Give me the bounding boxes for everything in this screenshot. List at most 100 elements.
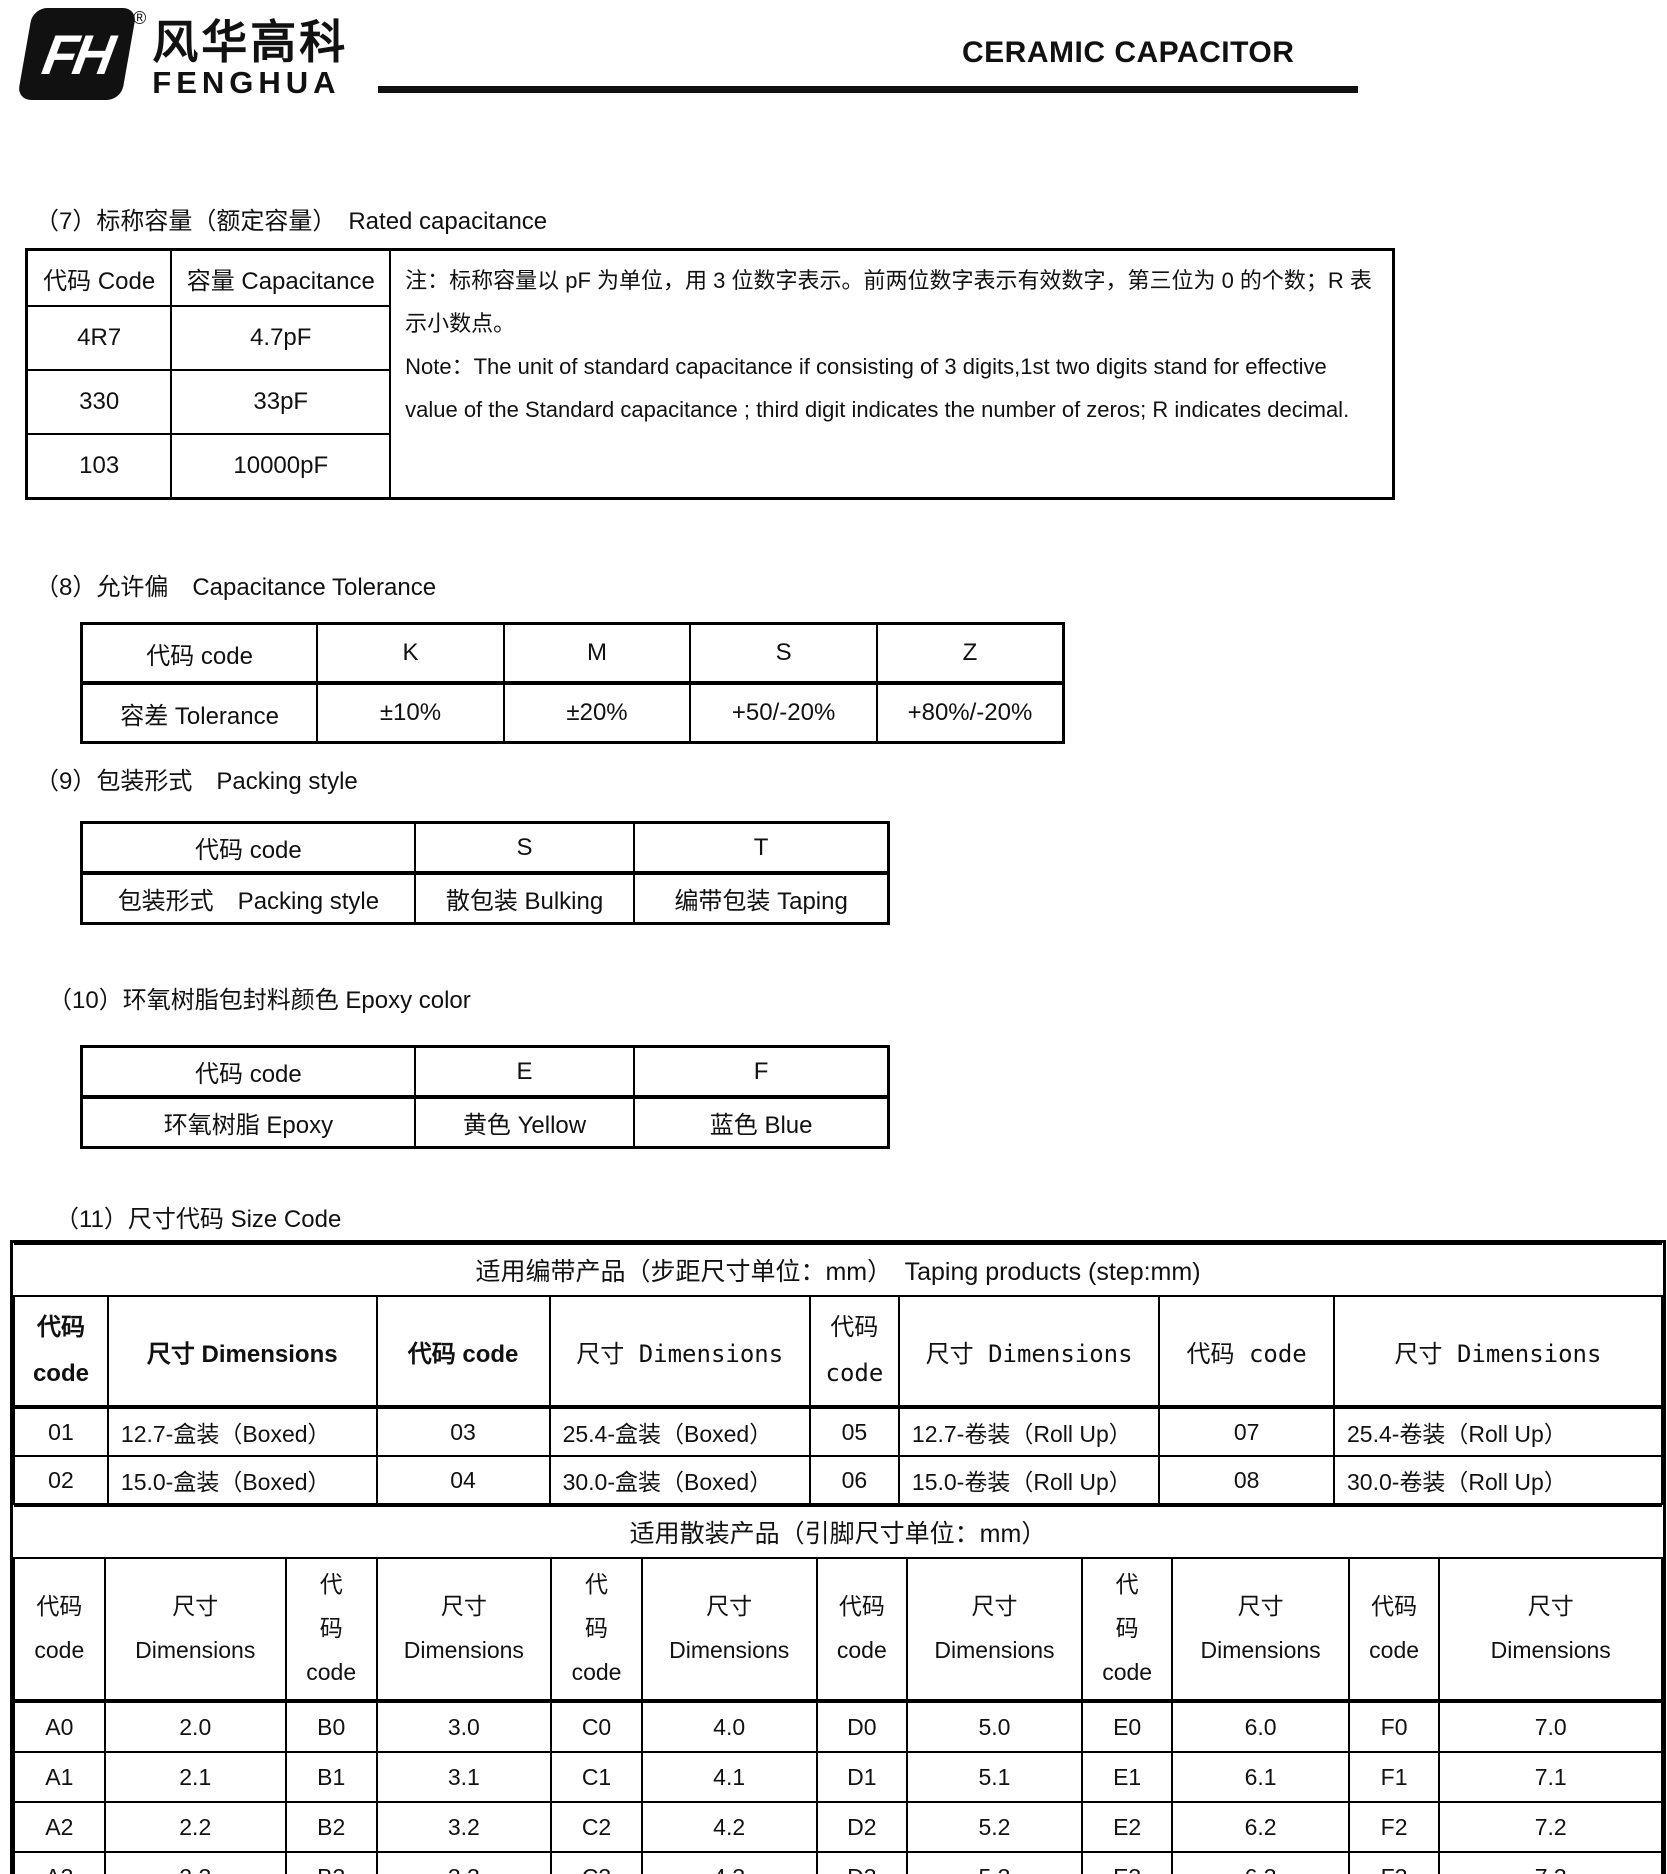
code-cell: 07 (1158, 1406, 1335, 1457)
dimension-cell: 4.0 (640, 1700, 818, 1753)
header-cell: 尺寸 Dimensions (106, 1295, 378, 1409)
dimension-cell: 2.3 (103, 1851, 287, 1874)
dimension-cell: 4.1 (640, 1751, 818, 1803)
header-cell: 尺寸 Dimensions (906, 1557, 1083, 1703)
table-header-row: 代码 code K M S Z (80, 622, 1065, 685)
dimension-cell: 15.0-卷装（Roll Up） (897, 1455, 1161, 1505)
header-cell: 容量 Capacitance (170, 248, 392, 307)
tolerance-cell: ±20% (502, 682, 692, 744)
header-cell: 代 码 code (1080, 1557, 1174, 1703)
code-cell: E0 (1080, 1700, 1174, 1753)
code-cell: B0 (284, 1700, 378, 1753)
capacitance-note-cell: 注：标称容量以 pF 为单位，用 3 位数字表示。前两位数字表示有效数字，第三位… (389, 248, 1395, 500)
code-cell: D3 (815, 1851, 909, 1874)
header-cell: F (633, 1045, 890, 1099)
code-cell: 03 (375, 1406, 551, 1457)
table-header-row: 代码 code S T (80, 821, 890, 875)
header-cell: M (502, 622, 692, 685)
dimension-cell: 2.0 (103, 1700, 287, 1753)
dimension-cell: 25.4-盒装（Boxed） (548, 1406, 811, 1457)
fenghua-logo-icon: FH (16, 8, 138, 100)
dimension-cell: 6.0 (1171, 1700, 1350, 1753)
dimension-cell: 6.3 (1171, 1851, 1350, 1874)
dimension-cell: 7.3 (1438, 1851, 1663, 1874)
header-cell: 尺寸 Dimensions (375, 1557, 553, 1703)
brand-name-english: FENGHUA (152, 65, 341, 100)
header-cell: S (689, 622, 878, 685)
bulk-products-table: 适用散装产品（引脚尺寸单位：mm） 代码 code 尺寸 Dimensions … (13, 1505, 1663, 1874)
registered-trademark-icon: ® (133, 8, 147, 28)
size-code-table: 适用编带产品（步距尺寸单位：mm） Taping products (step:… (10, 1240, 1666, 1874)
header-cell: 尺寸 Dimensions (1438, 1557, 1663, 1703)
dimension-cell: 3.1 (375, 1751, 553, 1803)
row-label-cell: 包装形式 Packing style (80, 872, 416, 925)
packing-cell: 编带包装 Taping (633, 872, 890, 925)
logo-mark-letters: FH (38, 22, 116, 86)
code-cell: 05 (808, 1406, 900, 1457)
row-label-cell: 容差 Tolerance (80, 682, 319, 744)
dimension-cell: 12.7-卷装（Roll Up） (897, 1406, 1161, 1457)
dimension-cell: 7.0 (1438, 1700, 1663, 1753)
code-cell: 08 (1158, 1455, 1335, 1505)
code-cell: 01 (13, 1406, 109, 1457)
dimension-cell: 7.2 (1438, 1801, 1663, 1853)
header-cell: 尺寸 Dimensions (1171, 1557, 1350, 1703)
dimension-cell: 6.1 (1171, 1751, 1350, 1803)
document-title: CERAMIC CAPACITOR (962, 36, 1295, 69)
code-cell: B1 (284, 1751, 378, 1803)
brand-name-chinese: 风华高科 (152, 16, 349, 68)
tolerance-cell: +50/-20% (689, 682, 878, 744)
header-cell: 尺寸 Dimensions (1332, 1295, 1664, 1409)
note-english: Note：The unit of standard capacitance if… (405, 354, 1350, 422)
header-cell: 代码 code (13, 1557, 106, 1703)
header-cell: 代码 code (80, 821, 416, 875)
code-cell: F2 (1347, 1801, 1441, 1853)
table-header-row: 代码 Code 容量 Capacitance 注：标称容量以 pF 为单位，用 … (25, 248, 1395, 500)
header-cell: S (413, 821, 636, 875)
taping-banner: 适用编带产品（步距尺寸单位：mm） Taping products (step:… (14, 1243, 1662, 1297)
code-cell: C2 (550, 1801, 643, 1853)
table-row: A1 2.1 B1 3.1 C1 4.1 D1 5.1 E1 6.1 F1 7.… (13, 1751, 1663, 1803)
section10-title: （10）环氧树脂包封料颜色 Epoxy color (48, 987, 471, 1014)
dimension-cell: 5.0 (906, 1700, 1083, 1753)
brand-text: 风华高科 FENGHUA (152, 18, 348, 100)
dimension-cell: 5.1 (906, 1751, 1083, 1803)
header-cell: 尺寸 Dimensions (103, 1557, 287, 1703)
table-row: 103 10000pF (25, 433, 1394, 500)
tolerance-cell: +80%/-20% (875, 682, 1065, 744)
header-cell: 尺寸 Dimensions (897, 1295, 1161, 1409)
code-cell: 330 (25, 369, 173, 435)
dimension-cell: 4.2 (640, 1801, 818, 1853)
header-cell: 尺寸 Dimensions (548, 1295, 811, 1409)
code-cell: E2 (1080, 1801, 1174, 1853)
code-cell: 04 (375, 1455, 551, 1505)
code-cell: F0 (1347, 1700, 1441, 1753)
code-cell: B2 (284, 1801, 378, 1853)
capacitance-cell: 10000pF (170, 433, 392, 500)
code-cell: B3 (284, 1851, 378, 1874)
dimension-cell: 12.7-盒装（Boxed） (106, 1406, 378, 1457)
dimension-cell: 7.1 (1438, 1751, 1663, 1803)
packing-style-table: 代码 code S T 包装形式 Packing style 散包装 Bulki… (80, 821, 890, 925)
header-cell: 代码 code (80, 1045, 416, 1099)
table-row: 02 15.0-盒装（Boxed） 04 30.0-盒装（Boxed） 06 1… (13, 1455, 1664, 1505)
table-header-row: 代码 code 尺寸 Dimensions 代 码 code 尺寸 Dimens… (13, 1557, 1663, 1703)
header-cell: 代码 code (815, 1557, 909, 1703)
table-row: 包装形式 Packing style 散包装 Bulking 编带包装 Tapi… (80, 872, 890, 925)
dimension-cell: 5.3 (906, 1851, 1083, 1874)
brand-logo: FH ® 风华高科 FENGHUA (16, 8, 348, 100)
code-cell: 4R7 (25, 305, 173, 371)
code-cell: A0 (13, 1700, 106, 1753)
taping-banner-row: 适用编带产品（步距尺寸单位：mm） Taping products (step:… (14, 1243, 1662, 1297)
dimension-cell: 3.2 (375, 1801, 553, 1853)
code-cell: A1 (13, 1751, 106, 1803)
header-cell: 代码 code (13, 1295, 109, 1409)
table-row: A0 2.0 B0 3.0 C0 4.0 D0 5.0 E0 6.0 F0 7.… (13, 1700, 1663, 1753)
table-row: 01 12.7-盒装（Boxed） 03 25.4-盒装（Boxed） 05 1… (13, 1406, 1664, 1457)
rated-capacitance-table: 代码 Code 容量 Capacitance 注：标称容量以 pF 为单位，用 … (25, 248, 1395, 500)
dimension-cell: 15.0-盒装（Boxed） (106, 1455, 378, 1505)
code-cell: 06 (808, 1455, 900, 1505)
epoxy-color-table: 代码 code E F 环氧树脂 Epoxy 黄色 Yellow 蓝色 Blue (80, 1045, 890, 1149)
header-cell: T (633, 821, 890, 875)
